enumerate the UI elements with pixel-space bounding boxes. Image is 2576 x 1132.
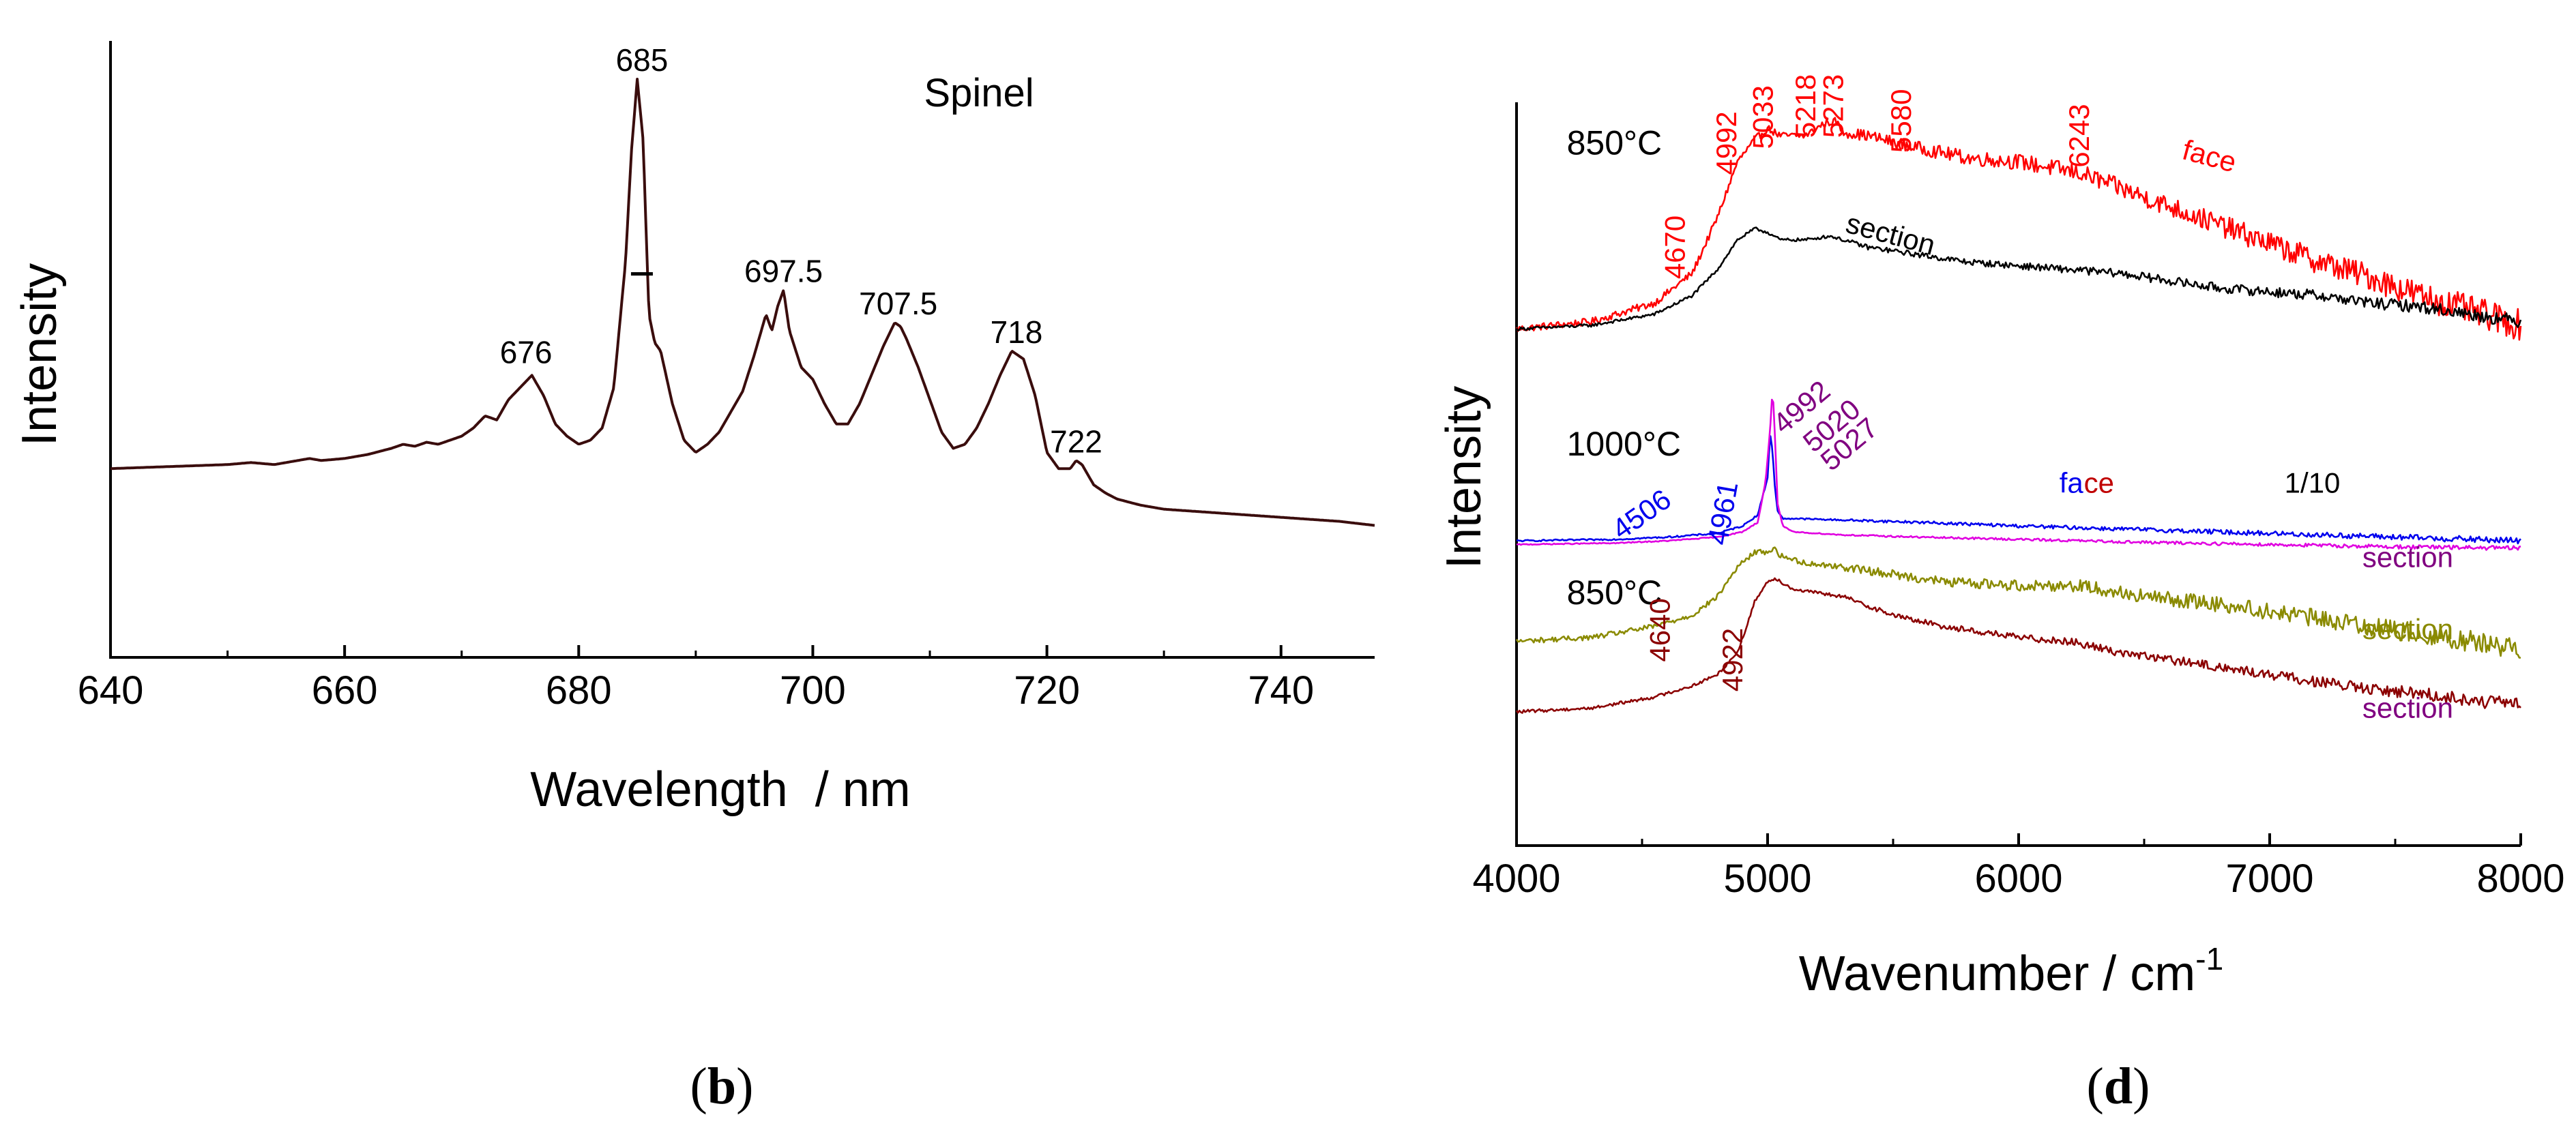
panel-b-x-tick-label: 660 bbox=[312, 668, 378, 713]
panel-d-temperature-label-1: 1000°C bbox=[1567, 425, 1681, 463]
panel-d-series bbox=[1515, 117, 2522, 714]
panel-d-annotation-4: 5273 bbox=[1817, 74, 1849, 138]
panel-d-y-axis-label: Intensity bbox=[1437, 386, 1491, 569]
panel-d-x-axis-label-superscript: -1 bbox=[2195, 941, 2223, 977]
panel-b-x-tick-label: 740 bbox=[1248, 668, 1314, 713]
panel-b-x-tick-label: 700 bbox=[780, 668, 846, 713]
panel-d-annotation-20: 4640 bbox=[1643, 598, 1675, 661]
panel-d-annotation-18: section bbox=[2362, 613, 2453, 645]
panel-b-peak-labels: 685 676 697.5 707.5 718 722 bbox=[500, 42, 1102, 459]
panel-b: 640 660 680 700 720 740 685 676 697.5 707.5 718 72… bbox=[12, 41, 1375, 1115]
panel-d-annotation-2: 5033 bbox=[1746, 85, 1779, 149]
panel-d-annotation-8: section bbox=[1843, 207, 1939, 261]
panel-b-annotation-1: 676 bbox=[500, 335, 553, 370]
panel-d-annotation-10: 4961 bbox=[1701, 479, 1744, 547]
panel-d-x-axis-label-main: Wavenumber / cm bbox=[1799, 947, 2195, 1001]
panel-b-annotation-4: 718 bbox=[991, 314, 1043, 350]
panel-d-annotation-16: 1/10 bbox=[2285, 466, 2341, 498]
panel-d-series-line-1 bbox=[1515, 226, 2522, 331]
panel-d-annotation-19: section bbox=[2362, 692, 2453, 724]
panel-d-series-line-5 bbox=[1515, 577, 2521, 714]
panel-d-x-tick-label: 8000 bbox=[2476, 857, 2564, 901]
panel-d-annotation-17: section bbox=[2362, 541, 2453, 573]
panel-b-y-axis-label: Intensity bbox=[12, 263, 67, 446]
panel-b-title: Spinel bbox=[924, 71, 1034, 115]
panel-d-annotation-21: 4922 bbox=[1716, 628, 1748, 691]
panel-d-axes bbox=[1515, 102, 2521, 847]
panel-b-x-ticks bbox=[109, 645, 1283, 657]
panel-b-annotation-0: 685 bbox=[616, 42, 669, 78]
panel-d-annotation-14: fa bbox=[2060, 466, 2084, 498]
panel-d-label: (d) bbox=[2087, 1058, 2150, 1115]
panel-b-x-tick-labels: 640 660 680 700 720 740 bbox=[78, 668, 1315, 713]
panel-d-x-tick-label: 4000 bbox=[1472, 857, 1560, 901]
panel-d-x-tick-label: 5000 bbox=[1723, 857, 1811, 901]
panel-d-annotation-7: face bbox=[2179, 134, 2240, 179]
panel-b-x-tick-label: 680 bbox=[546, 668, 612, 713]
panel-d-annotation-5: 5580 bbox=[1885, 89, 1917, 153]
panel-d-temperature-labels: 850°C 1000°C 850°C bbox=[1567, 123, 1681, 611]
panel-b-letter: b bbox=[707, 1058, 736, 1115]
panel-d-annotation-3: 5218 bbox=[1789, 74, 1821, 138]
panel-d-annotation-6: 6243 bbox=[2063, 104, 2095, 167]
panel-b-series bbox=[110, 78, 1375, 527]
panel-b-axes bbox=[109, 41, 1375, 659]
panel-d-x-axis-label: Wavenumber / cm-1 bbox=[1799, 941, 2223, 1001]
panel-d-annotation-1: 4992 bbox=[1710, 111, 1742, 175]
panel-d-annotation-9: 4506 bbox=[1606, 483, 1676, 546]
panel-d-series-line-4 bbox=[1515, 546, 2521, 659]
panel-b-annotation-5: 722 bbox=[1050, 423, 1102, 459]
panel-b-annotation-2: 697.5 bbox=[744, 254, 823, 289]
panel-d-x-tick-label: 6000 bbox=[1974, 857, 2062, 901]
panel-d: 4000 5000 6000 7000 8000 850°C 1000°C 850°C 46… bbox=[1437, 74, 2565, 1115]
panel-d-x-tick-labels: 4000 5000 6000 7000 8000 bbox=[1472, 857, 2564, 901]
panel-b-series-line-0 bbox=[110, 78, 1375, 527]
panel-d-series-line-2 bbox=[1517, 435, 2521, 545]
panel-d-annotation-0: 4670 bbox=[1659, 215, 1691, 279]
panel-d-letter: d bbox=[2104, 1058, 2133, 1115]
panel-b-x-tick-label: 720 bbox=[1014, 668, 1080, 713]
panel-d-temperature-label-2: 850°C bbox=[1567, 574, 1663, 612]
panel-d-series-line-3 bbox=[1516, 398, 2521, 551]
panel-b-label: (b) bbox=[690, 1058, 754, 1115]
panel-d-series-line-0 bbox=[1515, 117, 2522, 341]
panel-d-annotation-15: ce bbox=[2084, 466, 2114, 498]
panel-b-x-axis-label: Wavelength / nm bbox=[530, 762, 911, 817]
panel-b-annotation-3: 707.5 bbox=[859, 286, 937, 321]
panel-d-x-tick-label: 7000 bbox=[2225, 857, 2313, 901]
panel-d-x-ticks bbox=[1515, 833, 2522, 846]
panel-d-temperature-label-0: 850°C bbox=[1567, 123, 1663, 162]
panel-b-x-tick-label: 640 bbox=[78, 668, 144, 713]
